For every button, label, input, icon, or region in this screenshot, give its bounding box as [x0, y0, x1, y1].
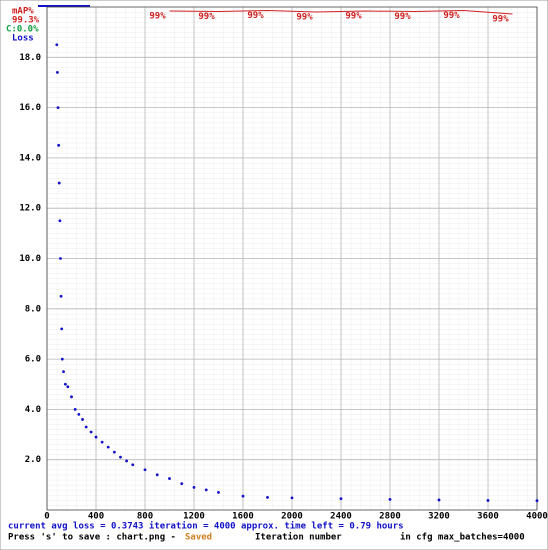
- loss-point: [125, 459, 129, 463]
- x-tick-label: 800: [137, 512, 153, 522]
- y-tick-label: 4.0: [25, 405, 41, 415]
- loss-point: [94, 435, 98, 439]
- loss-point: [437, 498, 441, 502]
- loss-point: [168, 477, 171, 480]
- y-tick-label: 8.0: [25, 304, 41, 314]
- loss-point: [388, 498, 392, 501]
- loss-point: [66, 385, 70, 389]
- map-label: 99%: [492, 15, 509, 25]
- loss-label: Loss: [12, 34, 34, 44]
- loss-point: [112, 450, 116, 454]
- loss-point: [57, 143, 61, 147]
- loss-point: [77, 413, 81, 416]
- loss-point: [70, 395, 73, 399]
- loss-point: [63, 382, 67, 386]
- loss-point: [58, 219, 62, 223]
- map-label: 99%: [149, 12, 166, 22]
- map-line: [169, 10, 513, 15]
- map-label: 99%: [345, 12, 362, 22]
- status-line: current avg loss = 0.3743 iteration = 40…: [8, 521, 404, 532]
- loss-point: [241, 494, 245, 498]
- plot-frame: [46, 6, 538, 511]
- loss-point: [60, 357, 64, 361]
- loss-point: [266, 496, 269, 499]
- loss-point: [73, 408, 77, 411]
- save-hint: Press 's' to save : chart.png -: [8, 533, 176, 543]
- map-label: 99%: [394, 12, 411, 22]
- x-tick-label: 4000: [526, 512, 548, 522]
- y-tick-label: 18.0: [19, 53, 41, 63]
- map-label: 99%: [296, 13, 313, 23]
- x-tick-label: 1200: [183, 512, 205, 522]
- loss-point: [192, 485, 196, 489]
- loss-point: [155, 473, 159, 477]
- x-axis-label: Iteration number: [255, 532, 342, 543]
- loss-point: [56, 106, 60, 109]
- x-tick-label: 2400: [330, 512, 352, 522]
- y-tick-label: 14.0: [19, 153, 41, 163]
- y-tick-label: 12.0: [19, 204, 41, 214]
- y-tick-label: 16.0: [19, 103, 41, 113]
- saved: Saved: [185, 533, 212, 543]
- y-tick-label: 10.0: [19, 254, 41, 264]
- loss-point: [84, 425, 88, 429]
- x-tick-label: 0: [44, 512, 49, 522]
- map-label: 99%: [198, 12, 215, 22]
- loss-point: [57, 181, 61, 185]
- loss-point: [143, 468, 147, 472]
- x-tick-label: 3200: [428, 512, 450, 522]
- map-label: 99%: [443, 11, 460, 21]
- map-label: 99%: [247, 11, 264, 21]
- loss-point: [56, 70, 59, 74]
- loss-point: [339, 497, 343, 501]
- loss-point: [89, 430, 93, 434]
- loss-point: [81, 418, 84, 421]
- y-tick-label: 6.0: [25, 355, 41, 365]
- x-tick-label: 2800: [379, 512, 401, 522]
- max-batches: in cfg max_batches=4000: [400, 532, 525, 543]
- x-tick-label: 2000: [281, 512, 303, 522]
- loss-point: [62, 370, 65, 374]
- c-label: C:0.0%: [6, 25, 39, 35]
- loss-point: [119, 455, 122, 459]
- loss-point: [204, 488, 208, 492]
- loss-point: [106, 445, 110, 449]
- loss-point: [131, 463, 135, 467]
- x-tick-label: 400: [88, 512, 104, 522]
- map-best: 99.3%: [12, 16, 40, 26]
- x-tick-label: 1600: [232, 512, 254, 522]
- map-title: mAP%: [12, 7, 34, 17]
- loss-point: [60, 327, 64, 331]
- loss-point: [59, 257, 62, 260]
- loss-point: [217, 490, 220, 494]
- loss-point: [535, 499, 539, 503]
- y-tick-label: 2.0: [25, 455, 41, 465]
- loss-point: [59, 294, 63, 298]
- loss-point: [55, 43, 59, 47]
- x-tick-label: 3600: [477, 512, 499, 522]
- loss-point: [180, 482, 184, 485]
- loss-point: [290, 496, 294, 500]
- loss-point: [486, 499, 490, 502]
- loss-point: [100, 440, 104, 444]
